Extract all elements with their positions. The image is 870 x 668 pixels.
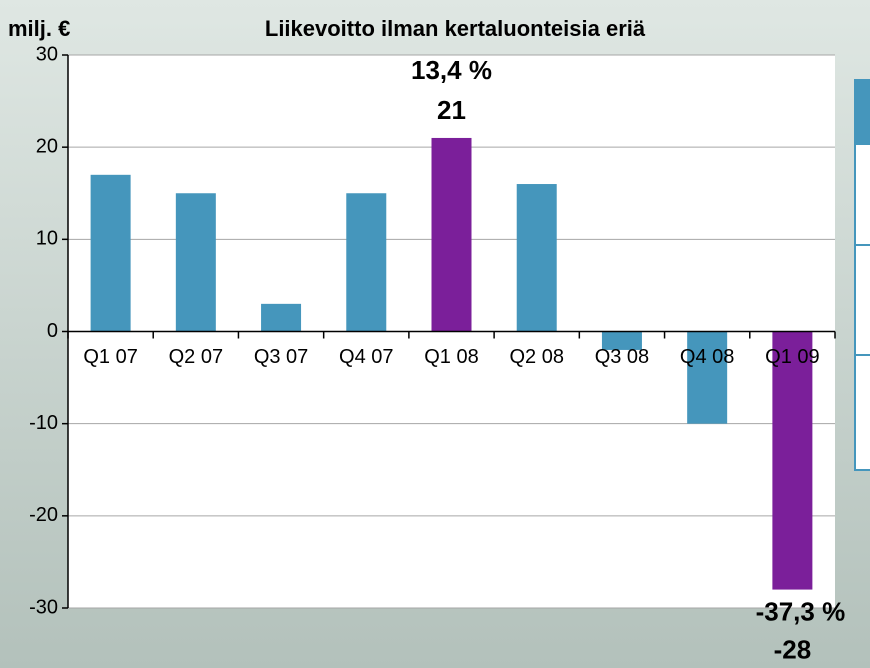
bar	[601, 331, 642, 350]
bar	[261, 303, 302, 332]
y-tick-label: 10	[36, 228, 58, 250]
y-axis-label: milj. €	[8, 16, 70, 41]
bar	[516, 184, 557, 332]
x-tick-label: Q1 09	[765, 346, 819, 368]
y-tick-label: 0	[47, 320, 58, 342]
bar	[90, 174, 131, 332]
y-tick-label: -10	[29, 412, 58, 434]
data-label: -28	[774, 634, 812, 664]
x-tick-label: Q2 07	[169, 346, 223, 368]
x-tick-label: Q3 08	[595, 346, 649, 368]
bar	[772, 331, 813, 590]
bar	[346, 193, 387, 332]
x-tick-label: Q1 08	[424, 346, 478, 368]
x-tick-label: Q3 07	[254, 346, 308, 368]
data-label: 21	[437, 95, 466, 125]
bar	[175, 193, 216, 332]
y-tick-label: -20	[29, 504, 58, 526]
bar	[431, 137, 472, 332]
x-tick-label: Q4 07	[339, 346, 393, 368]
bar	[687, 331, 728, 424]
y-tick-label: 20	[36, 135, 58, 157]
x-tick-label: Q1 07	[83, 346, 137, 368]
annotation: 13,4 %	[411, 55, 492, 85]
annotation: -37,3 %	[756, 596, 846, 626]
side-panel	[854, 79, 870, 471]
x-tick-label: Q2 08	[509, 346, 563, 368]
y-tick-label: -30	[29, 596, 58, 618]
y-tick-label: 30	[36, 43, 58, 65]
chart-title: Liikevoitto ilman kertaluonteisia eriä	[265, 16, 646, 41]
x-tick-label: Q4 08	[680, 346, 734, 368]
